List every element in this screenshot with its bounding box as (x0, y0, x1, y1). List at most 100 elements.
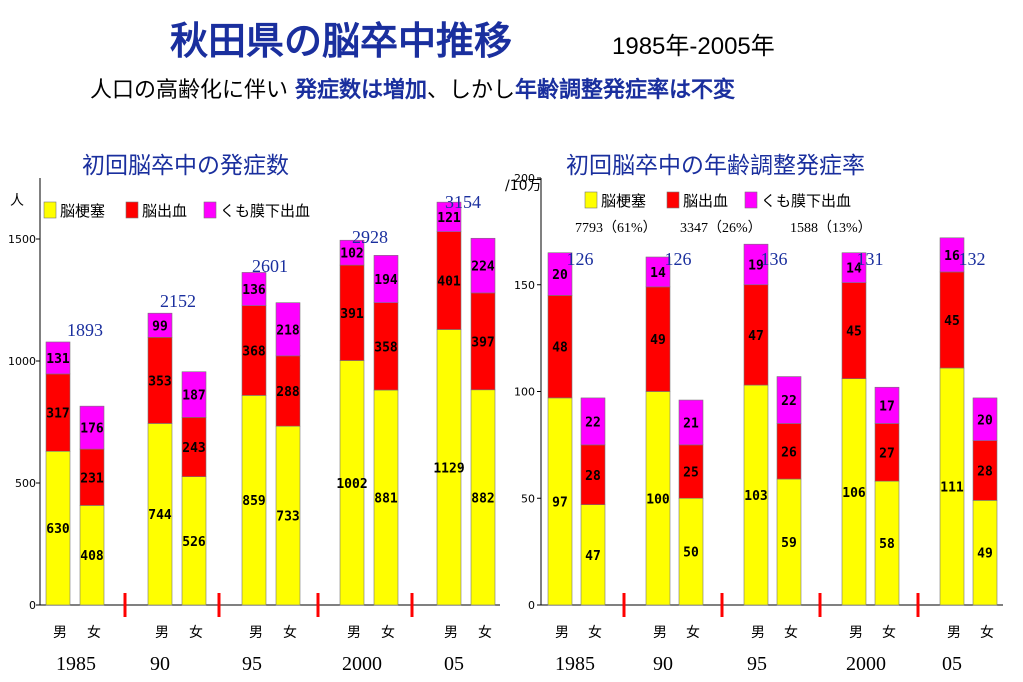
right-bar-value-label: 28 (585, 469, 601, 484)
left-total-label: 3154 (445, 192, 481, 212)
right-legend-label-0: 脳梗塞 (601, 192, 646, 210)
right-bar-value-label: 49 (977, 547, 993, 562)
left-bar-value-label: 744 (148, 508, 172, 523)
right-bar-value-label: 58 (879, 537, 895, 552)
right-sex-label: 女 (686, 624, 700, 641)
left-year-label: 1985 (56, 653, 96, 675)
right-legend-label-1: 脳出血 (683, 192, 728, 210)
left-bar-value-label: 1129 (433, 461, 464, 476)
left-bar-value-label: 368 (242, 345, 266, 360)
left-bar-value-label: 1002 (336, 477, 367, 492)
left-bar-2000-male-series-2 (339, 239, 365, 266)
right-bar-value-label: 47 (748, 329, 764, 344)
left-bar-1985-male-series-2 (45, 341, 71, 375)
right-bar-2000-male-series-1 (841, 282, 867, 379)
right-legend-swatch-2 (744, 191, 758, 209)
right-bar-value-label: 16 (944, 249, 960, 264)
right-year-label: 95 (747, 653, 767, 675)
right-bar-value-label: 45 (944, 314, 960, 329)
right-bar-1985-female-series-0 (580, 504, 606, 606)
left-bar-95-female-series-0 (275, 425, 301, 606)
right-bar-value-label: 59 (781, 536, 797, 551)
right-bar-value-label: 14 (650, 266, 666, 281)
right-y-axis-label: /10万 (505, 178, 542, 194)
left-total-label: 2928 (352, 227, 388, 247)
left-sex-label: 男 (155, 625, 169, 641)
right-bar-value-label: 111 (940, 481, 964, 496)
left-bar-05-male-series-2 (436, 201, 462, 232)
left-bar-value-label: 882 (471, 491, 494, 506)
right-bar-2000-female-series-0 (874, 480, 900, 606)
left-bar-value-label: 397 (471, 335, 494, 350)
left-bar-1985-male-series-1 (45, 373, 71, 452)
right-bar-value-label: 97 (552, 495, 568, 510)
left-legend-label-1: 脳出血 (142, 202, 187, 220)
right-bar-95-male-series-0 (743, 384, 769, 606)
left-chart-title: 初回脳卒中の発症数 (82, 153, 289, 179)
right-year-label: 2000 (846, 653, 886, 675)
left-y-tick-label: 1000 (8, 355, 36, 368)
left-bar-value-label: 630 (46, 522, 70, 537)
right-bar-1985-male-series-2 (547, 252, 573, 296)
left-bar-value-label: 881 (374, 492, 398, 507)
left-bar-95-male-series-1 (241, 305, 267, 396)
left-legend-swatch-2 (203, 201, 217, 219)
left-bar-1985-male-series-0 (45, 450, 71, 606)
left-bar-value-label: 218 (276, 323, 300, 338)
left-bar-90-male-series-2 (147, 312, 173, 338)
right-legend-note-0: 7793（61%） (575, 220, 657, 236)
left-bar-2000-male-series-0 (339, 360, 365, 606)
left-year-label: 05 (444, 653, 464, 675)
left-sex-label: 女 (381, 624, 395, 641)
right-bar-value-label: 25 (683, 466, 699, 481)
right-bar-1985-female-series-2 (580, 397, 606, 446)
left-bar-1985-female-series-1 (79, 448, 105, 506)
left-year-label: 95 (242, 653, 262, 675)
left-sex-label: 女 (189, 624, 203, 641)
right-bar-value-label: 26 (781, 445, 797, 460)
right-bar-90-male-series-0 (645, 391, 671, 606)
right-total-label: 131 (857, 249, 884, 269)
subtitle-emphasis-2: 年齢調整発症率は不変 (515, 78, 736, 103)
right-bar-1985-female-series-1 (580, 444, 606, 505)
right-legend-swatch-1 (666, 191, 680, 209)
right-total-label: 136 (761, 249, 788, 269)
left-bar-2000-female-series-0 (373, 389, 399, 606)
title-year-range: 1985年-2005年 (612, 33, 775, 60)
left-sex-label: 男 (444, 625, 458, 641)
left-bar-95-male-series-0 (241, 395, 267, 606)
right-bar-90-male-series-2 (645, 256, 671, 288)
right-bar-90-female-series-2 (678, 399, 704, 446)
right-bar-value-label: 28 (977, 464, 993, 479)
right-y-tick-label: 100 (514, 386, 535, 399)
left-bar-05-female-series-1 (470, 292, 496, 391)
left-bar-value-label: 859 (242, 494, 265, 509)
right-sex-label: 男 (555, 625, 569, 641)
left-sex-label: 女 (87, 624, 101, 641)
right-year-label: 1985 (555, 653, 595, 675)
right-chart-title: 初回脳卒中の年齢調整発症率 (566, 153, 865, 179)
right-total-label: 132 (959, 249, 986, 269)
left-bar-90-female-series-0 (181, 476, 207, 606)
left-y-tick-label: 1500 (8, 233, 36, 246)
left-bar-value-label: 243 (182, 441, 205, 456)
left-y-axis-label: 人 (10, 193, 24, 209)
right-sex-label: 男 (849, 625, 863, 641)
left-legend-label-2: くも膜下出血 (220, 202, 310, 220)
right-sex-label: 女 (588, 624, 602, 641)
left-bar-90-female-series-1 (181, 417, 207, 477)
right-sex-label: 男 (751, 625, 765, 641)
left-year-label: 2000 (342, 653, 382, 675)
right-sex-label: 女 (980, 624, 994, 641)
left-bar-1985-female-series-2 (79, 405, 105, 450)
left-legend-swatch-1 (125, 201, 139, 219)
right-bar-95-male-series-1 (743, 284, 769, 386)
right-bar-value-label: 27 (879, 446, 895, 461)
right-y-tick-label: 0 (528, 599, 535, 612)
left-bar-value-label: 194 (374, 273, 398, 288)
left-bar-value-label: 102 (340, 247, 363, 262)
left-y-tick-label: 0 (29, 599, 36, 612)
left-bar-value-label: 131 (46, 352, 70, 367)
left-bar-value-label: 317 (46, 407, 69, 422)
